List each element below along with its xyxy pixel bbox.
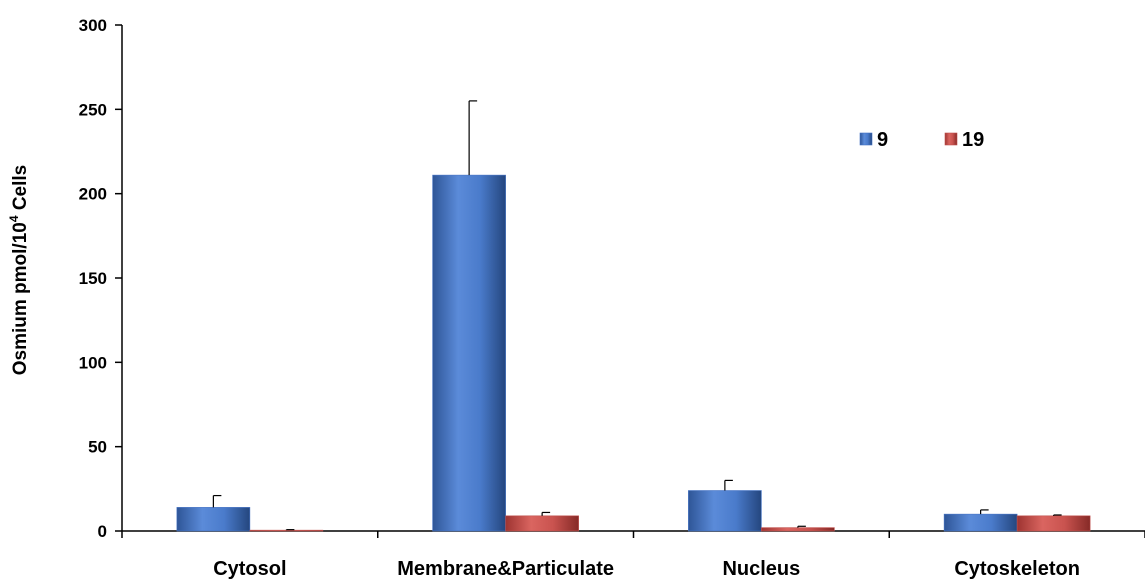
y-tick-label: 0 (98, 522, 107, 541)
bar-19-1 (505, 515, 579, 532)
y-tick-label: 250 (79, 100, 107, 119)
x-tick-label: Cytoskeleton (954, 558, 1080, 580)
y-tick-label: 200 (79, 185, 107, 204)
y-tick-label: 50 (88, 438, 107, 457)
y-tick-label: 100 (79, 353, 107, 372)
legend-label-19: 19 (962, 129, 984, 151)
legend: 9 19 (859, 129, 984, 151)
bar-9-2 (688, 490, 762, 532)
x-tick-label: Nucleus (722, 558, 800, 580)
y-axis-label-main: Osmium pmol/10 (10, 222, 31, 375)
bar-9-1 (432, 174, 506, 532)
legend-swatch-9 (859, 132, 873, 146)
bar-19-0 (249, 529, 324, 532)
bar-9-0 (176, 507, 251, 532)
legend-label-9: 9 (877, 129, 888, 151)
y-axis-label: Osmium pmol/104 Cells (7, 165, 31, 376)
legend-swatch-19 (944, 132, 958, 146)
bars (176, 174, 1091, 532)
y-axis-label-superscript: 4 (7, 215, 21, 222)
y-axis-label-suffix: Cells (10, 165, 31, 216)
error-bars (212, 100, 1062, 531)
x-tick-label: Membrane&Particulate (397, 558, 614, 580)
y-axis: 0 50 100 150 200 250 300 (79, 16, 123, 541)
bar-19-3 (1016, 515, 1091, 532)
x-axis: Cytosol Membrane&Particulate Nucleus Cytosk… (121, 530, 1145, 580)
y-tick-label: 300 (79, 16, 107, 35)
bar-9-3 (943, 513, 1018, 532)
y-tick-label: 150 (79, 269, 107, 288)
x-tick-label: Cytosol (213, 558, 286, 580)
bar-19-2 (761, 527, 835, 532)
